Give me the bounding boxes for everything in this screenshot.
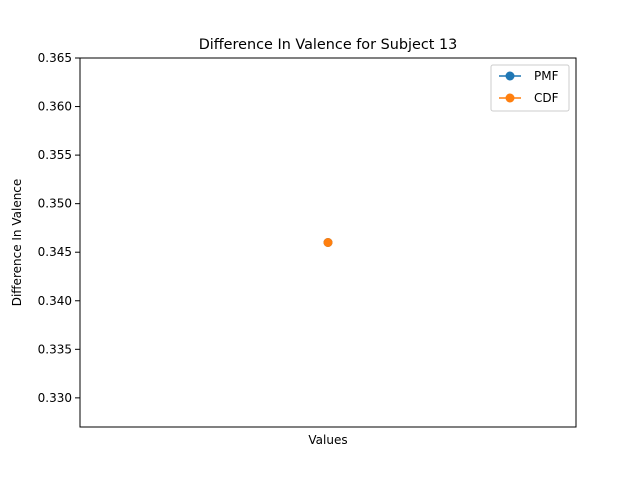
legend: PMF CDF — [490, 64, 570, 112]
y-tick-label: 0.365 — [38, 51, 72, 65]
y-tick-label: 0.345 — [38, 245, 72, 259]
axes-frame — [79, 57, 577, 428]
data-point — [323, 238, 333, 247]
legend-label: CDF — [534, 91, 559, 105]
y-axis-ticks: 0.330 0.335 0.340 0.345 0.350 0.355 0.360 0.365 — [38, 51, 80, 405]
y-tick-label: 0.340 — [38, 294, 72, 308]
legend-label: PMF — [534, 69, 559, 83]
y-tick-label: 0.330 — [38, 391, 72, 405]
legend-marker — [505, 71, 515, 81]
x-axis-label: Values — [308, 433, 347, 447]
y-tick-label: 0.355 — [38, 148, 72, 162]
chart-title: Difference In Valence for Subject 13 — [199, 37, 458, 53]
y-tick-label: 0.350 — [38, 197, 72, 211]
y-tick-label: 0.360 — [38, 100, 72, 114]
y-tick-label: 0.335 — [38, 342, 72, 356]
legend-marker — [505, 93, 515, 103]
series-marks — [323, 238, 333, 247]
y-axis-label: Difference In Valence — [10, 179, 24, 307]
